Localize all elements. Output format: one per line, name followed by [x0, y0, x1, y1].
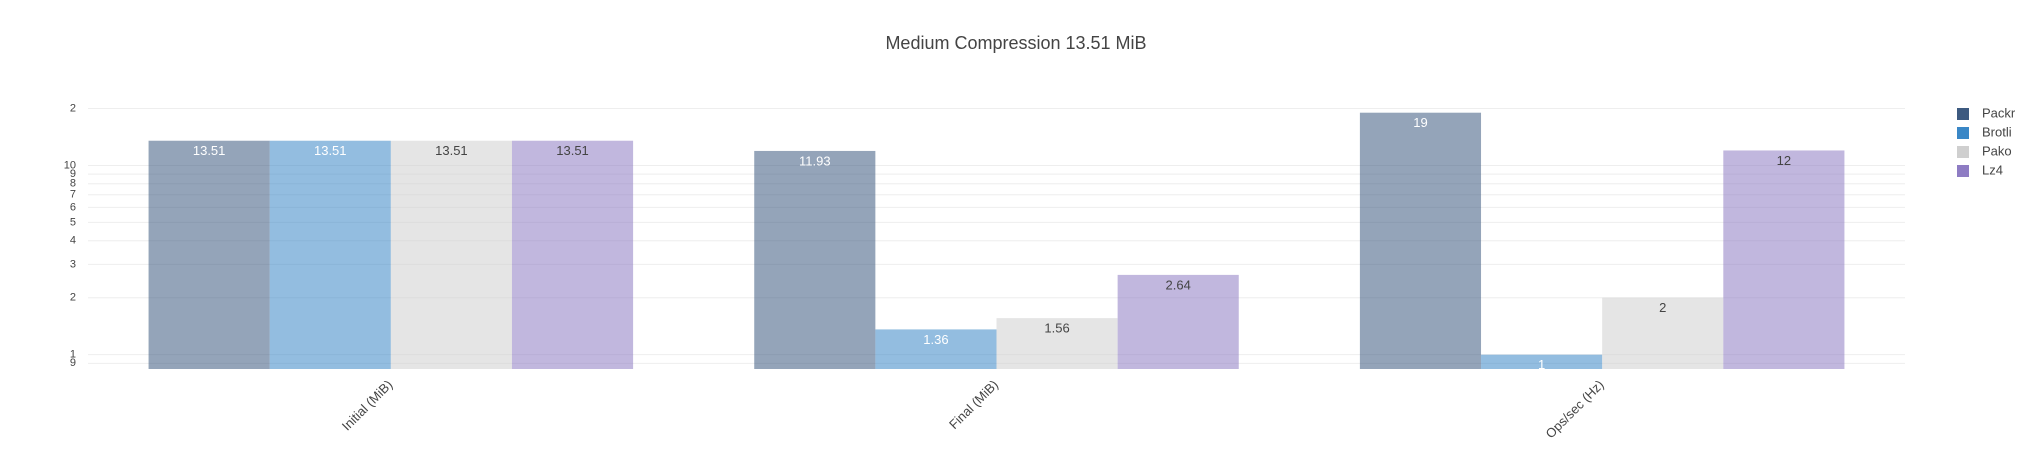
bar: [1359, 112, 1482, 369]
data-label: 1.36: [923, 332, 948, 347]
y-tick-label: 10: [64, 159, 76, 171]
bar: [511, 140, 634, 369]
x-tick-label: Initial (MiB): [339, 377, 396, 434]
bar: [148, 140, 270, 369]
bar: [996, 318, 1118, 369]
bar: [754, 150, 876, 369]
y-tick-label: 6: [70, 201, 76, 213]
data-label: 13.51: [314, 143, 347, 158]
y-tick-label: 2: [70, 292, 76, 304]
data-label: 11.93: [799, 153, 831, 168]
legend-swatch: [1957, 127, 1969, 139]
legend-label: Brotli: [1982, 124, 2012, 139]
data-label: 13.51: [193, 143, 226, 158]
legend-swatch: [1957, 165, 1969, 177]
bar: [269, 140, 391, 369]
y-tick-label: 9: [70, 357, 76, 369]
y-tick-label: 9: [70, 168, 76, 180]
bar: [1723, 150, 1845, 369]
legend-swatch: [1957, 108, 1969, 120]
legend-swatch: [1957, 146, 1969, 158]
y-tick-label: 5: [70, 216, 76, 228]
bar: [1602, 297, 1724, 369]
data-label: 13.51: [556, 143, 589, 158]
data-label: 2.64: [1166, 277, 1191, 292]
bar: [390, 140, 512, 369]
x-tick-label: Final (MiB): [946, 377, 1001, 432]
data-label: 1.56: [1044, 321, 1069, 336]
bar: [1117, 274, 1239, 369]
legend-label: Packr: [1982, 105, 2016, 120]
y-tick-label: 7: [70, 189, 76, 201]
y-tick-label: 8: [70, 178, 76, 190]
y-tick-label: 1: [70, 349, 76, 361]
data-label: 13.51: [435, 143, 468, 158]
chart-title: Medium Compression 13.51 MiB: [885, 33, 1146, 53]
x-tick-label: Ops/sec (Hz): [1542, 377, 1606, 441]
data-label: 12: [1777, 153, 1791, 168]
legend-label: Lz4: [1982, 162, 2003, 177]
data-label: 19: [1413, 115, 1427, 130]
bar: [1481, 354, 1603, 369]
data-label: 1: [1538, 357, 1545, 372]
bar: [875, 329, 997, 369]
data-label: 2: [1659, 300, 1666, 315]
legend-label: Pako: [1982, 143, 2012, 158]
y-tick-label: 4: [70, 235, 76, 247]
y-tick-label: 3: [70, 258, 76, 270]
y-tick-label: 2: [70, 102, 76, 114]
